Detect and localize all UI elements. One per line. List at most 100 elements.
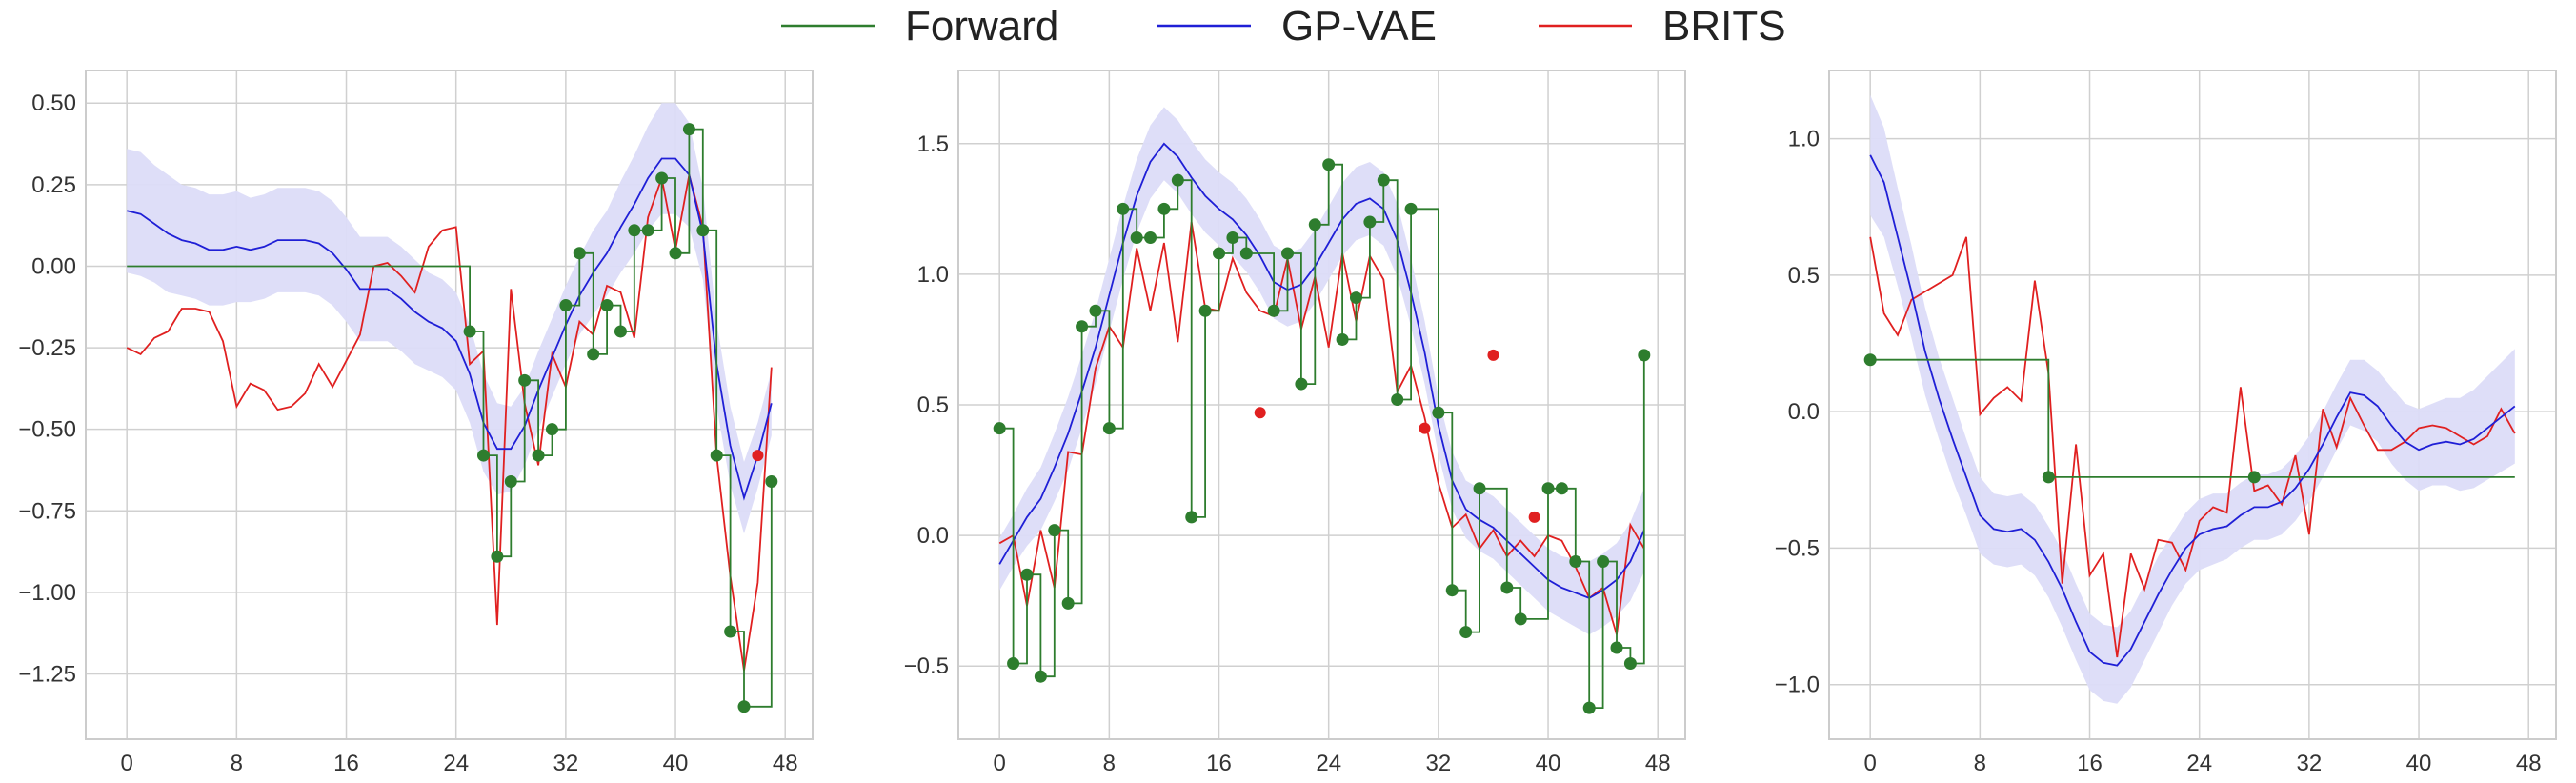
observed-point bbox=[1295, 377, 1308, 391]
observed-point bbox=[1363, 215, 1377, 229]
observed-point bbox=[1267, 304, 1280, 317]
x-tick-label: 8 bbox=[1103, 751, 1116, 776]
observed-point bbox=[1213, 247, 1226, 260]
observed-point bbox=[600, 299, 614, 312]
observed-point bbox=[737, 700, 751, 713]
legend-label-1: GP-VAE bbox=[1281, 3, 1437, 50]
observed-point bbox=[1322, 158, 1336, 171]
x-tick-label: 16 bbox=[1206, 751, 1232, 776]
brits-line bbox=[1869, 236, 2516, 658]
observed-point bbox=[1349, 291, 1362, 305]
y-tick-label: −0.5 bbox=[1775, 535, 1820, 561]
observed-point bbox=[1610, 641, 1623, 654]
observed-point bbox=[993, 422, 1006, 435]
y-tick-label: 0.5 bbox=[1788, 263, 1820, 289]
x-tick-label: 48 bbox=[1645, 751, 1671, 776]
subplot-right: 0 8 16 24 32 40 48 1.0 0.5 0.0 −0.5 −1.0 bbox=[1775, 70, 2557, 776]
observed-point bbox=[1157, 202, 1171, 215]
observed-point bbox=[1514, 612, 1527, 626]
target-point bbox=[752, 450, 764, 462]
observed-point bbox=[1473, 482, 1486, 495]
y-tick-label: 0.5 bbox=[917, 392, 949, 418]
observed-point bbox=[669, 247, 682, 260]
observed-point bbox=[1597, 555, 1610, 569]
legend-label-0: Forward bbox=[905, 3, 1058, 50]
y-tick-label: 0.50 bbox=[31, 90, 76, 116]
observed-point bbox=[532, 449, 545, 462]
brits-line bbox=[998, 221, 1645, 635]
observed-point bbox=[1061, 596, 1075, 610]
observed-point bbox=[1500, 581, 1514, 594]
x-tick-label: 8 bbox=[231, 751, 243, 776]
observed-point bbox=[696, 224, 710, 237]
subplot-middle: 0 8 16 24 32 40 48 1.5 1.0 0.5 0.0 −0.5 bbox=[904, 70, 1686, 776]
observed-point bbox=[1020, 568, 1034, 581]
observed-point bbox=[1048, 524, 1061, 537]
brits-line bbox=[126, 174, 773, 672]
observed-point bbox=[587, 348, 600, 361]
y-tick-label: −1.25 bbox=[18, 662, 76, 688]
x-tick-label: 40 bbox=[663, 751, 689, 776]
observed-point bbox=[641, 224, 654, 237]
observed-point bbox=[504, 474, 517, 488]
observed-point bbox=[2247, 471, 2261, 484]
observed-point bbox=[1459, 626, 1473, 639]
y-tick-label: −0.50 bbox=[18, 417, 76, 443]
x-tick-label: 0 bbox=[994, 751, 1006, 776]
y-tick-label: −0.25 bbox=[18, 335, 76, 361]
x-tick-label: 24 bbox=[2186, 751, 2212, 776]
observed-point bbox=[1102, 422, 1116, 435]
observed-point bbox=[545, 423, 558, 436]
observed-point bbox=[463, 325, 476, 338]
observed-point bbox=[1076, 320, 1089, 333]
x-tick-label: 40 bbox=[1536, 751, 1561, 776]
observed-point bbox=[724, 625, 737, 638]
observed-point bbox=[628, 224, 641, 237]
y-tick-label: 0.0 bbox=[917, 523, 949, 549]
target-point bbox=[1528, 511, 1540, 523]
x-tick-label: 0 bbox=[1864, 751, 1877, 776]
observed-point bbox=[1185, 511, 1198, 524]
observed-point bbox=[1226, 231, 1239, 244]
observed-point bbox=[1198, 304, 1212, 317]
plot-frame bbox=[1828, 70, 2557, 740]
observed-point bbox=[614, 325, 627, 338]
observed-point bbox=[1391, 393, 1404, 407]
plot-frame bbox=[957, 70, 1686, 740]
y-tick-label: 1.0 bbox=[917, 262, 949, 288]
observed-point bbox=[765, 474, 778, 488]
observed-point bbox=[1130, 231, 1143, 244]
gpvae-mean-line bbox=[126, 157, 773, 501]
observed-point bbox=[1144, 231, 1157, 244]
y-tick-label: −0.75 bbox=[18, 498, 76, 524]
legend-label-2: BRITS bbox=[1662, 3, 1786, 50]
observed-point bbox=[1582, 701, 1596, 714]
subplot-left: 0 8 16 24 32 40 48 0.50 0.25 0.00 −0.25 −0.50 −0.75 −… bbox=[18, 70, 814, 776]
target-point bbox=[1254, 407, 1266, 419]
x-tick-label: 48 bbox=[2516, 751, 2542, 776]
y-tick-label: −1.00 bbox=[18, 580, 76, 606]
gpvae-mean-line bbox=[998, 142, 1645, 599]
x-tick-label: 16 bbox=[2077, 751, 2103, 776]
y-tick-label: 0.00 bbox=[31, 253, 76, 279]
plot-frame bbox=[85, 70, 814, 740]
observed-point bbox=[710, 449, 723, 462]
x-tick-label: 24 bbox=[1316, 751, 1341, 776]
observed-point bbox=[476, 449, 490, 462]
observed-point bbox=[559, 299, 573, 312]
y-tick-label: 0.25 bbox=[31, 172, 76, 198]
observed-point bbox=[1623, 656, 1637, 670]
observed-point bbox=[1034, 670, 1047, 683]
gpvae-mean-line bbox=[1869, 154, 2516, 667]
observed-point bbox=[1308, 218, 1321, 231]
y-tick-label: 1.0 bbox=[1788, 127, 1820, 152]
target-point bbox=[1487, 349, 1499, 361]
y-tick-label: 1.5 bbox=[917, 131, 949, 157]
y-tick-label: 0.0 bbox=[1788, 399, 1820, 425]
y-tick-label: −0.5 bbox=[904, 653, 949, 679]
observed-point bbox=[1445, 584, 1459, 597]
observed-point bbox=[682, 123, 695, 136]
observed-point bbox=[2042, 471, 2055, 484]
x-tick-label: 32 bbox=[553, 751, 579, 776]
